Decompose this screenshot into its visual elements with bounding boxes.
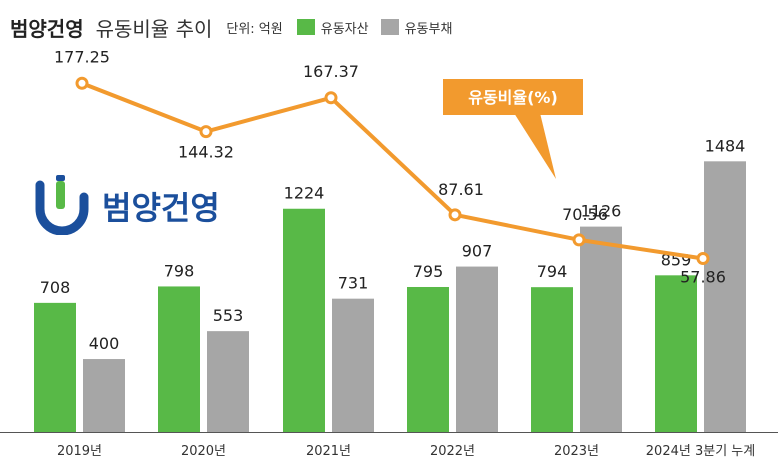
ratio-value-label: 70.56 [562,205,608,224]
ratio-value-label: 167.37 [303,62,359,81]
ratio-value-label: 57.86 [680,267,726,286]
ratio-point [199,125,213,139]
ratio-value-label: 144.32 [178,143,234,162]
x-tick-label: 2020년 [181,444,226,459]
liability-bar [580,226,622,432]
legend-asset-label: 유동자산 [320,21,369,37]
x-tick-label: 2021년 [306,444,351,459]
legend-liability: 유동부채 [380,18,453,37]
liability-bar [83,359,125,432]
liability-value-label: 1126 [581,202,622,221]
asset-bar [655,275,697,432]
ratio-value-label: 177.25 [54,47,110,66]
legend-asset: 유동자산 [296,18,369,37]
unit-label: 단위: 억원 [226,21,283,37]
ratio-callout-box [443,79,583,115]
legend-asset-swatch [296,19,315,35]
company-logo: 범양건영 [34,175,244,236]
ratio-point [75,76,89,90]
asset-bar [531,287,573,432]
ratio-point [448,208,462,222]
ratio-line [81,81,704,261]
x-tick-label: 2023년 [554,444,599,459]
x-tick-label: 2024년 3분기 누계 [646,444,755,459]
ratio-point [324,91,338,105]
x-tick-label: 2022년 [430,444,475,459]
liability-bar [456,266,498,432]
chart-header: 범양건영 유동비율 추이 단위: 억원 유동자산 유동부채 [10,12,464,42]
asset-value-label: 795 [413,262,444,281]
liability-value-label: 1484 [705,136,746,155]
legend-liability-swatch [380,19,399,35]
asset-bar [158,286,200,432]
asset-value-label: 794 [537,262,568,281]
asset-value-label: 1224 [284,184,325,203]
liability-value-label: 553 [213,306,244,325]
ratio-callout-text: 유동비율(%) [468,88,558,107]
liability-bar [207,331,249,432]
logo-mark-icon [35,175,89,236]
legend-liability-label: 유동부채 [404,21,453,37]
asset-bar [407,286,449,432]
liability-value-label: 731 [338,274,369,293]
x-tick-label: 2019년 [57,444,102,459]
asset-value-label: 798 [164,261,195,280]
company-title: 범양건영 [10,16,84,41]
ratio-point [572,233,586,247]
liability-value-label: 400 [89,334,120,353]
chart-subtitle: 유동비율 추이 [95,16,213,41]
asset-bar [283,208,325,432]
logo-text: 범양건영 [102,189,220,227]
asset-value-label: 708 [40,278,71,297]
ratio-value-label: 87.61 [438,180,484,199]
ratio-point [696,251,710,265]
liability-bar [332,298,374,432]
liability-bar [704,161,746,432]
asset-bar [34,302,76,432]
ratio-callout-pointer [514,113,556,179]
liability-value-label: 907 [462,242,493,261]
